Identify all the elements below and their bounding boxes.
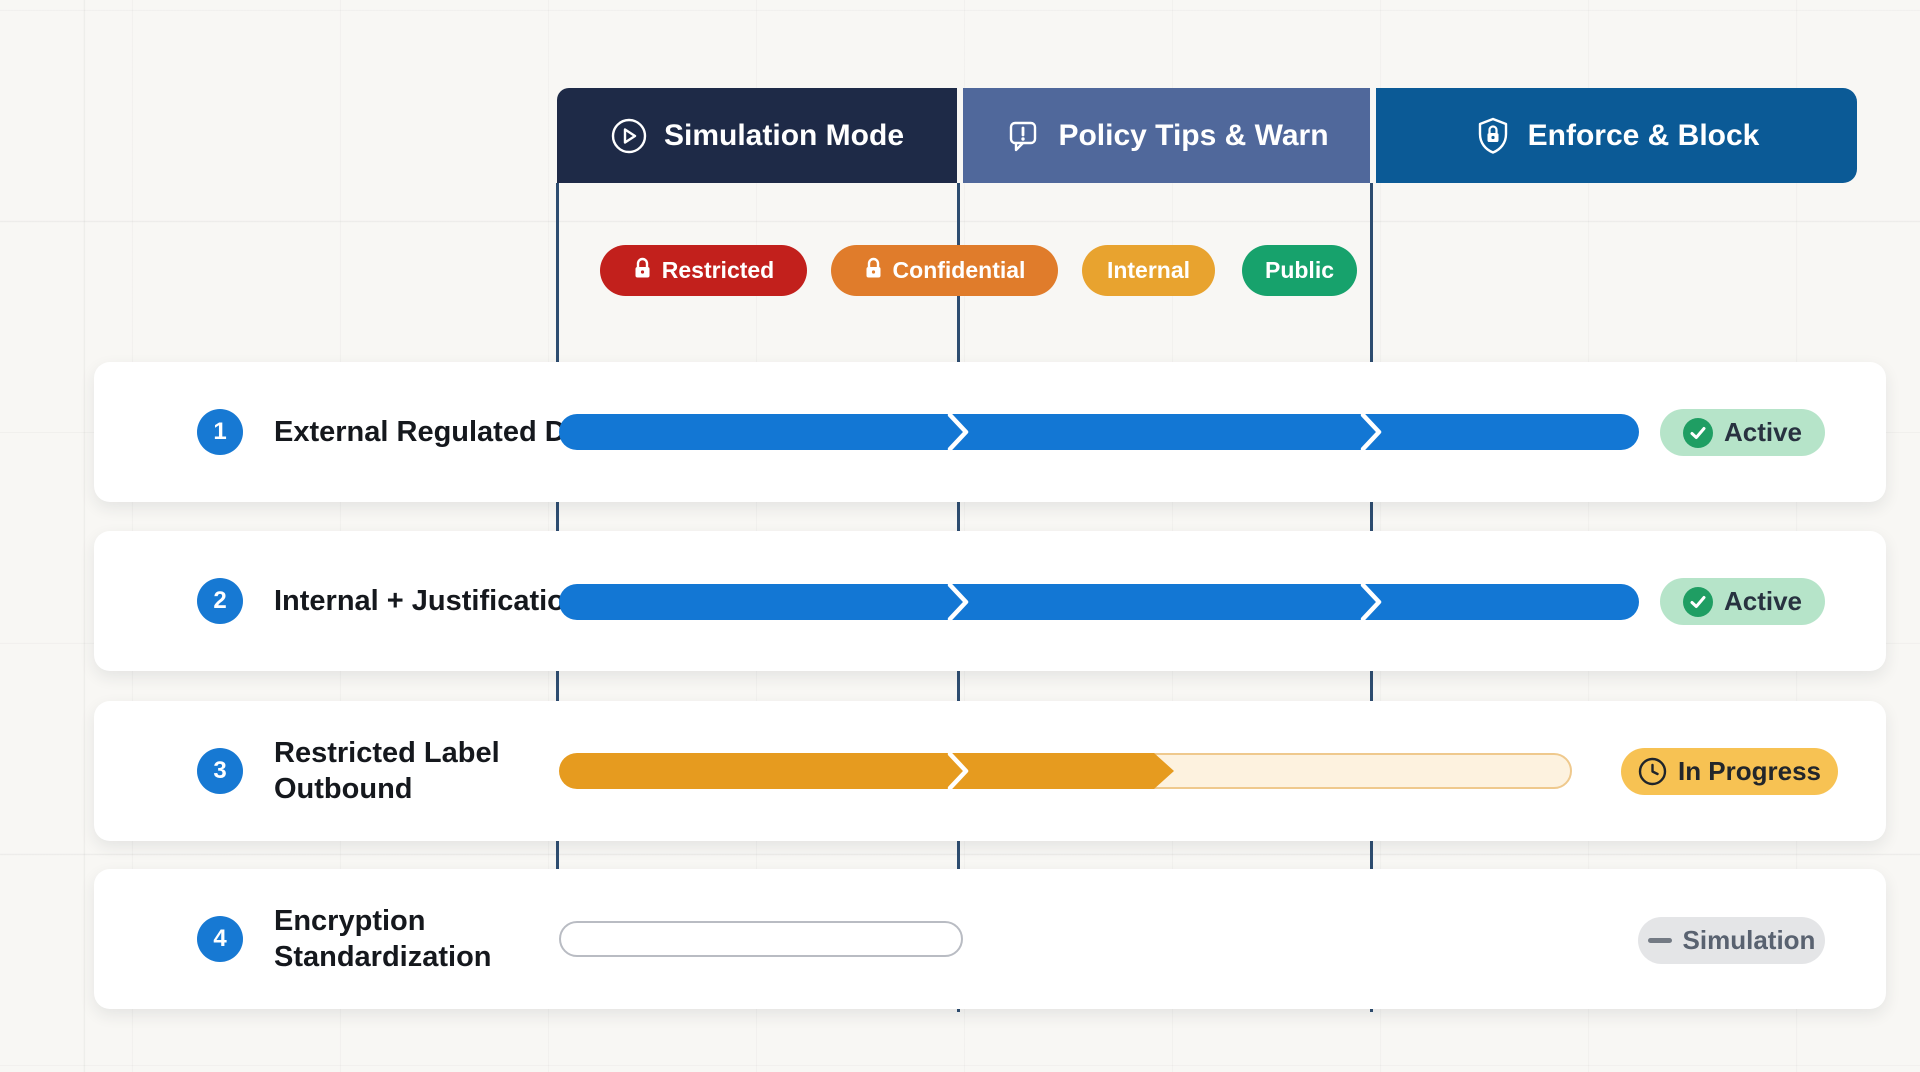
legend-label: Internal (1106, 257, 1191, 283)
legend-pill-internal[interactable]: Internal (1082, 245, 1215, 296)
lock-icon (864, 257, 883, 285)
row-label: Internal + Justification (274, 584, 583, 617)
chevron-separator-icon (946, 414, 970, 450)
message-warning-icon (1004, 117, 1042, 155)
clock-icon (1638, 757, 1667, 786)
check-circle-icon (1682, 586, 1713, 617)
row-label: Restricted Label Outbound (274, 736, 500, 805)
chevron-separator-icon (1359, 584, 1383, 620)
status-badge-in-progress: In Progress (1621, 748, 1838, 795)
legend-label: Restricted (661, 257, 775, 283)
status-label: In Progress (1677, 756, 1822, 786)
legend-pill-public[interactable]: Public (1242, 245, 1357, 296)
timeline-bar-row2 (559, 584, 1639, 620)
legend-label: Confidential (892, 257, 1026, 283)
tab-label: Enforce & Block (1527, 118, 1760, 152)
status-badge-active: Active (1660, 578, 1825, 625)
row-number-badge: 1 (197, 409, 243, 455)
legend-pill-confidential[interactable]: Confidential (831, 245, 1058, 296)
shield-lock-icon (1474, 116, 1512, 156)
tab-label: Policy Tips & Warn (1058, 118, 1329, 152)
timeline-bar-row4-empty (559, 921, 963, 957)
tab-enforce-block[interactable]: Enforce & Block (1376, 88, 1857, 183)
chevron-separator-icon (1359, 414, 1383, 450)
chevron-separator-icon (946, 753, 970, 789)
tab-policy-tips-warn[interactable]: Policy Tips & Warn (963, 88, 1370, 183)
status-badge-active: Active (1660, 409, 1825, 456)
dash-icon (1647, 938, 1672, 943)
status-label: Active (1723, 417, 1803, 447)
legend-pill-restricted[interactable]: Restricted (600, 245, 807, 296)
row-number-badge: 4 (197, 916, 243, 962)
status-badge-simulation: Simulation (1638, 917, 1825, 964)
phase-boundary-line (556, 183, 559, 869)
tab-simulation-mode[interactable]: Simulation Mode (557, 88, 957, 183)
legend-label: Public (1264, 257, 1334, 283)
row-number-badge: 3 (197, 748, 243, 794)
play-circle-icon (610, 117, 648, 155)
timeline-bar-row1 (559, 414, 1639, 450)
lock-icon (633, 257, 652, 285)
roadmap-row-encryption-standardization: 4 Encryption Standardization (94, 869, 1886, 1009)
chevron-separator-icon (946, 584, 970, 620)
timeline-bar-row3-planned (1150, 753, 1572, 789)
status-label: Active (1723, 586, 1803, 616)
timeline-bar-row3-arrow-tip (1154, 753, 1174, 789)
row-number-badge: 2 (197, 578, 243, 624)
timeline-bar-row3-progress (559, 753, 1154, 789)
check-circle-icon (1682, 417, 1713, 448)
row-label: External Regulated Data (274, 415, 608, 448)
status-label: Simulation (1682, 925, 1816, 955)
row-label: Encryption Standardization (274, 904, 492, 973)
tab-label: Simulation Mode (664, 118, 904, 152)
